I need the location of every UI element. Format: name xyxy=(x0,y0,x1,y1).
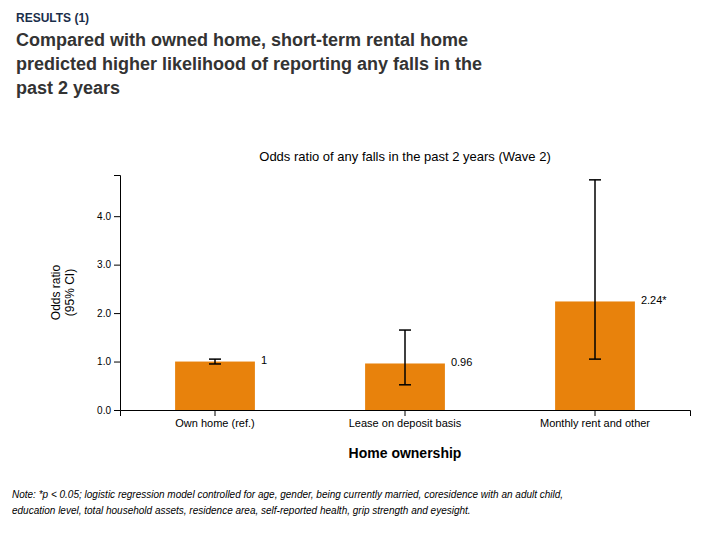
error-bar-cap xyxy=(399,329,411,331)
plot: 0.0 1.0 2.0 3.0 4.0 Own home (ref.) Lease on d… xyxy=(97,176,690,429)
x-tick: Lease on deposit basis xyxy=(349,410,462,429)
error-bar-cap xyxy=(589,179,601,181)
y-axis-title: Odds ratio(95% CI) xyxy=(49,264,77,320)
bar xyxy=(175,362,255,410)
error-bar-cap xyxy=(399,384,411,386)
data-label: 1 xyxy=(261,354,267,366)
y-tick: 0.0 xyxy=(97,405,120,416)
data-label: 2.24* xyxy=(641,294,667,306)
x-tick-mark xyxy=(215,410,216,416)
chart-title: Odds ratio of any falls in the past 2 ye… xyxy=(259,149,550,164)
y-tick-mark xyxy=(114,362,120,363)
y-axis: 0.0 1.0 2.0 3.0 4.0 xyxy=(97,176,120,416)
y-tick: 2.0 xyxy=(97,308,120,319)
data-label: 0.96 xyxy=(451,356,472,368)
y-tick-label: 4.0 xyxy=(97,211,111,222)
error-bar xyxy=(589,180,601,359)
error-bar-cap xyxy=(589,358,601,360)
y-axis-title-line: Odds ratio xyxy=(49,264,63,320)
y-tick-label: 0.0 xyxy=(97,405,111,416)
suptitle: RESULTS (1) xyxy=(16,11,89,25)
y-tick-mark xyxy=(114,216,120,217)
error-bar-cap xyxy=(209,363,221,365)
marks xyxy=(175,180,635,410)
subtitle: predicted higher likelihood of reporting… xyxy=(16,54,482,74)
note: education level, total household assets,… xyxy=(12,505,471,516)
y-axis-title-line: (95% CI) xyxy=(63,269,77,316)
y-tick-mark xyxy=(114,265,120,266)
x-axis-title: Home ownership xyxy=(349,445,462,461)
x-tick-mark xyxy=(405,410,406,416)
error-bar-cap xyxy=(209,358,221,360)
error-bar xyxy=(209,359,221,364)
chart: RESULTS (1) Compared with owned home, sho… xyxy=(0,0,720,540)
y-tick: 1.0 xyxy=(97,356,120,367)
x-tick: Monthly rent and other xyxy=(540,410,650,429)
x-axis-line xyxy=(121,411,691,417)
error-bar xyxy=(399,330,411,385)
subtitle: past 2 years xyxy=(16,78,120,98)
y-tick-mark xyxy=(114,410,120,411)
error-bar-stem xyxy=(404,330,406,385)
x-tick: Own home (ref.) xyxy=(175,410,254,429)
y-tick: 4.0 xyxy=(97,211,120,222)
note: Note: *p < 0.05; logistic regression mod… xyxy=(12,489,563,500)
x-tick-mark xyxy=(595,410,596,416)
y-tick-mark xyxy=(114,313,120,314)
x-tick-label: Monthly rent and other xyxy=(540,417,650,429)
y-tick-label: 3.0 xyxy=(97,259,111,270)
x-tick-label: Own home (ref.) xyxy=(175,417,254,429)
subtitle: Compared with owned home, short-term ren… xyxy=(16,30,468,50)
x-tick-label: Lease on deposit basis xyxy=(349,417,462,429)
y-tick: 3.0 xyxy=(97,259,120,270)
y-tick-label: 2.0 xyxy=(97,308,111,319)
error-bar-stem xyxy=(594,180,596,359)
x-axis: Own home (ref.) Lease on deposit basis Mon… xyxy=(121,410,691,429)
y-tick-label: 1.0 xyxy=(97,356,111,367)
y-axis-line xyxy=(114,176,121,411)
